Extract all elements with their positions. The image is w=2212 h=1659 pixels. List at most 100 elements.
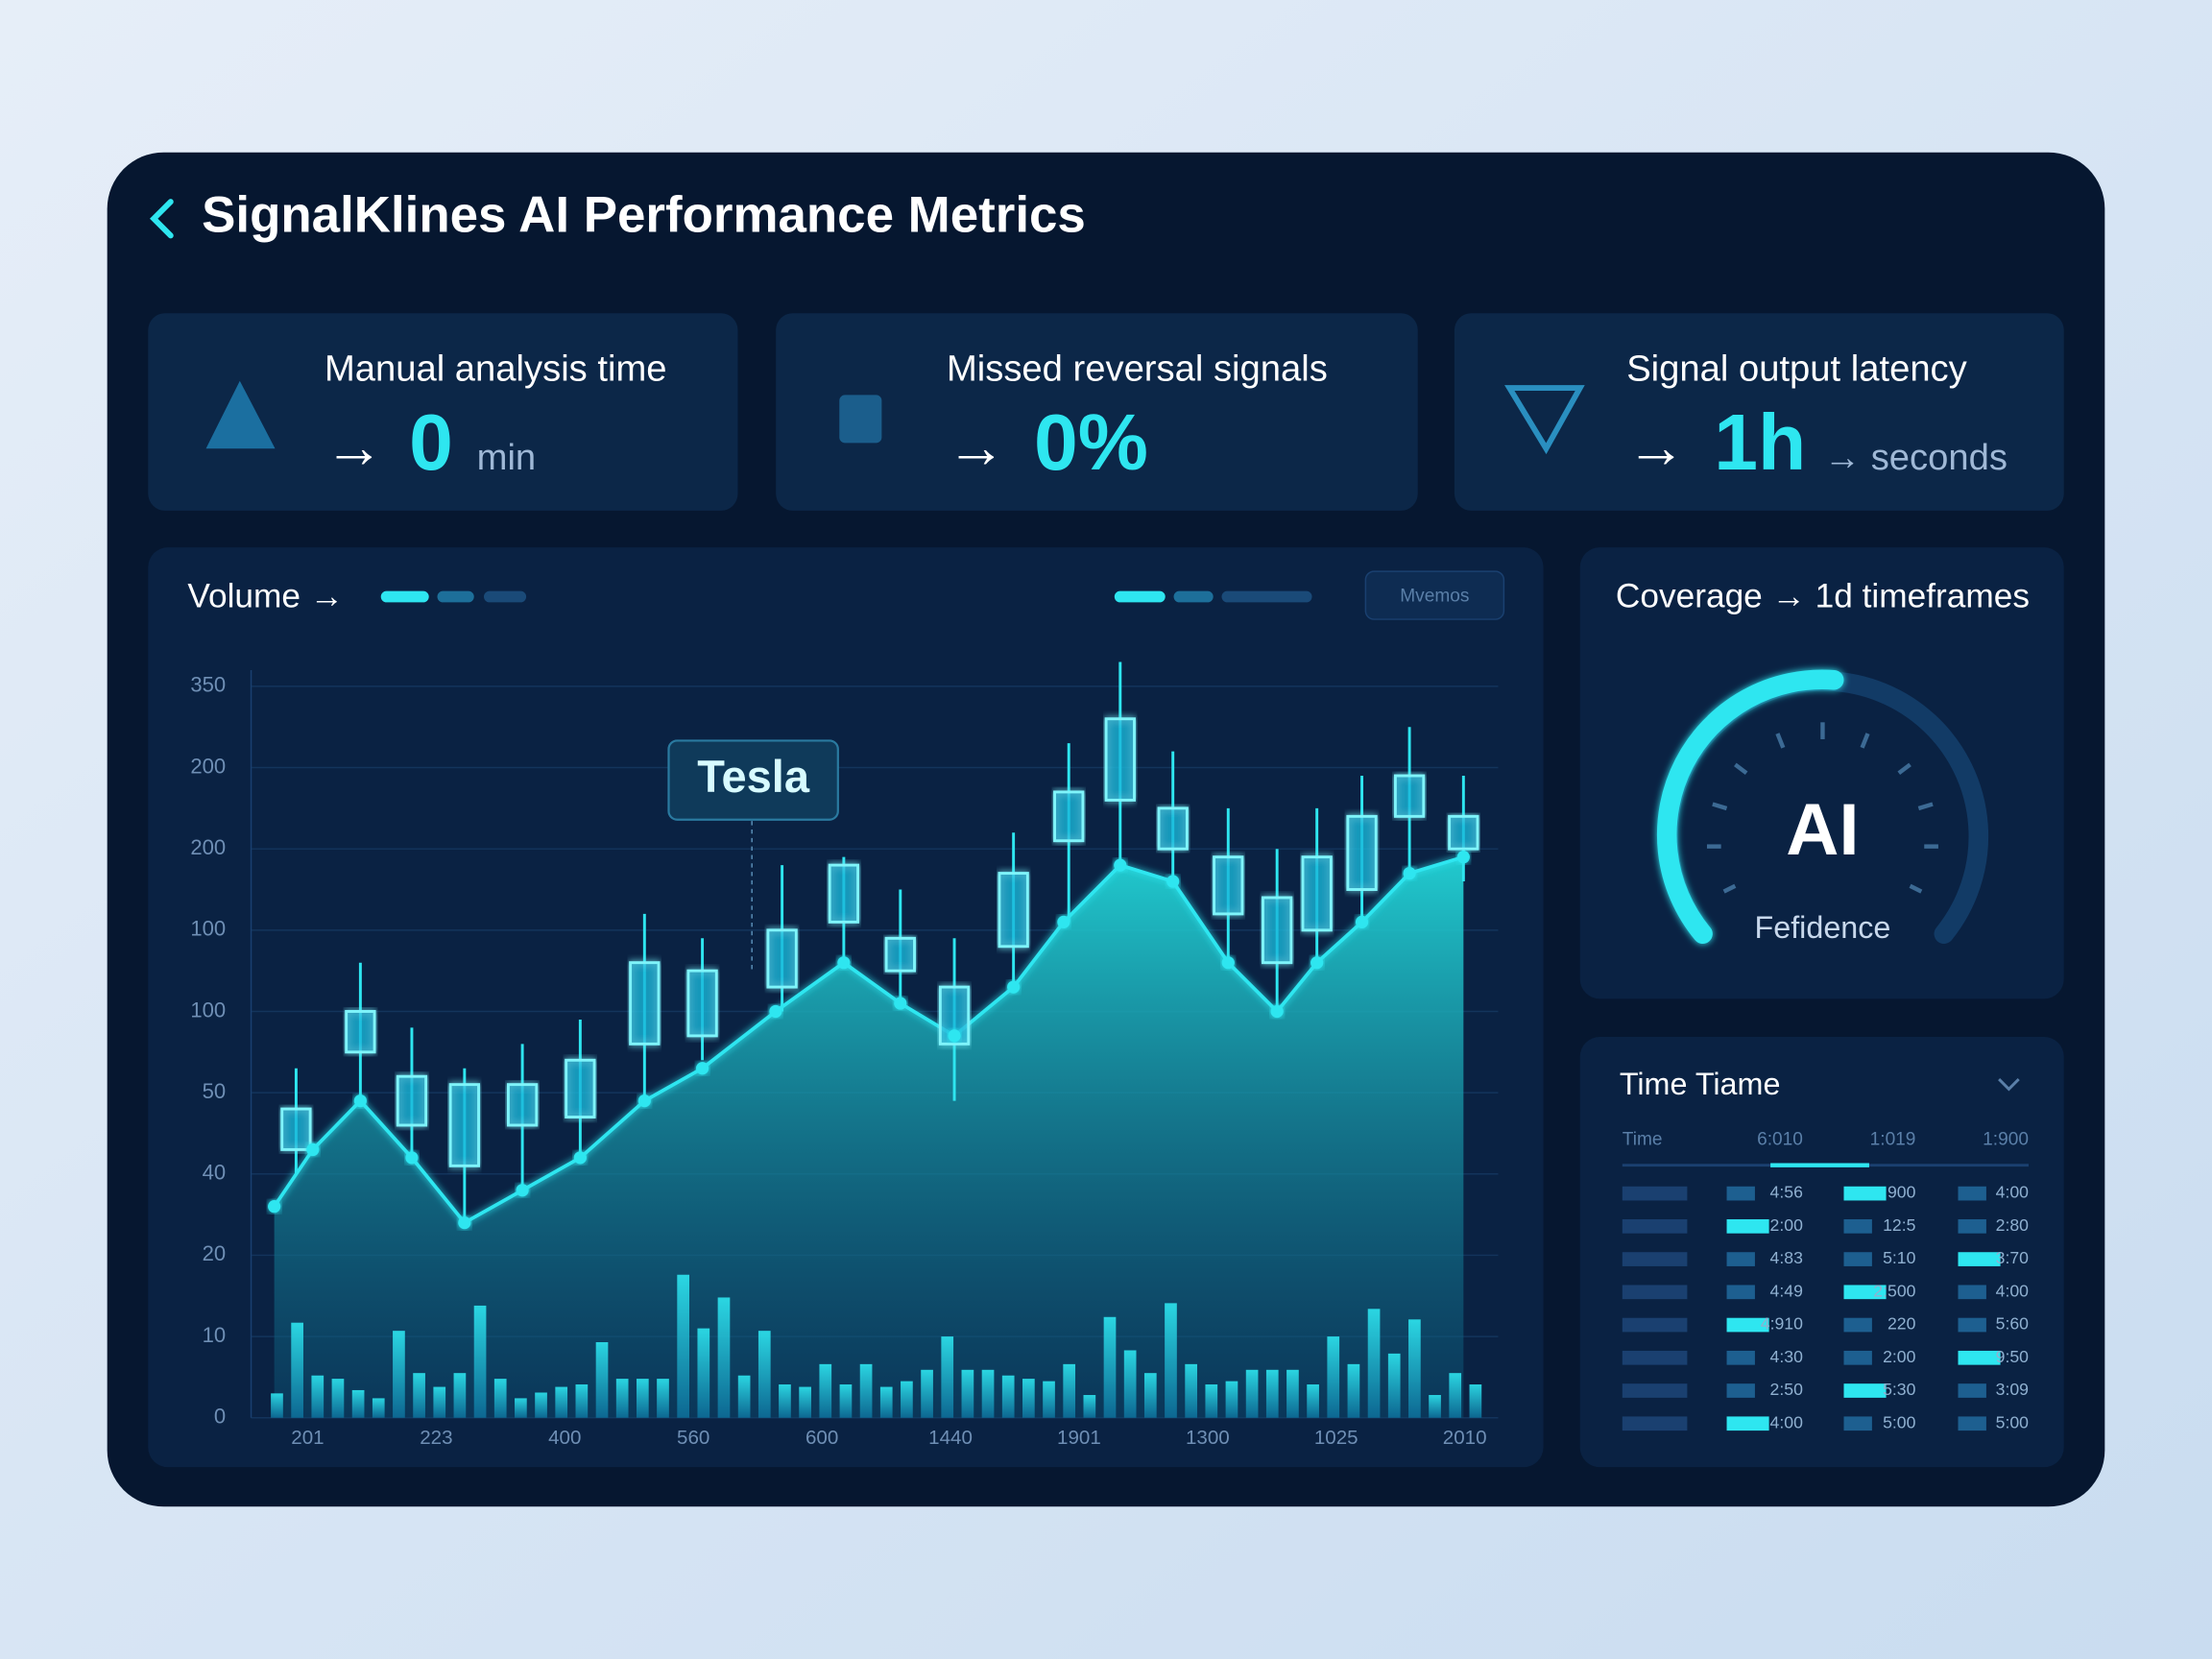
legend-pill [484, 590, 527, 603]
kpi-label: Signal output latency [1626, 349, 1967, 390]
y-tick-label: 40 [203, 1161, 227, 1185]
candle-body [1393, 774, 1426, 818]
volume-bar [1143, 1373, 1157, 1418]
candle-body [884, 936, 916, 973]
table-bar [1726, 1285, 1755, 1300]
kpi-value: 0% [1034, 399, 1148, 487]
kpi-arrow: → [947, 415, 1006, 481]
x-tick-label: 201 [291, 1427, 324, 1449]
y-tick-label: 200 [190, 754, 226, 778]
table-cell: 4:910 [1761, 1314, 1803, 1334]
line-point [516, 1184, 529, 1197]
volume-bar [981, 1369, 995, 1418]
volume-bar [1307, 1384, 1319, 1418]
volume-bar [271, 1393, 283, 1418]
table-bar [1622, 1383, 1688, 1398]
volume-bar [351, 1389, 365, 1418]
table-cell: 220 [1887, 1314, 1916, 1334]
table-bar [1958, 1383, 1986, 1398]
y-tick-label: 350 [190, 673, 226, 697]
volume-bar [515, 1398, 527, 1418]
line-point [458, 1215, 471, 1230]
volume-bar [799, 1386, 811, 1418]
table-bar [1843, 1317, 1872, 1333]
volume-bar [901, 1381, 913, 1418]
volume-bar [677, 1274, 690, 1418]
x-tick-label: 1901 [1057, 1427, 1101, 1449]
volume-bar [1001, 1375, 1015, 1418]
back-button[interactable] [150, 199, 174, 239]
icon [205, 380, 276, 449]
table-bar [1843, 1252, 1872, 1266]
table-dropdown[interactable] [1998, 1078, 2020, 1092]
area [274, 856, 1464, 1418]
table-cell: 5:10 [1883, 1248, 1916, 1267]
table-bar [1622, 1218, 1688, 1234]
gauge-title: Coverage → 1d timeframes [1616, 577, 2030, 614]
table-cell: 4:00 [1996, 1183, 2030, 1202]
x-tick-label: 560 [677, 1427, 709, 1449]
x-tick-label: 223 [420, 1427, 452, 1449]
legend-pill [1221, 590, 1312, 603]
volume-bar [636, 1379, 649, 1418]
line-point [1057, 915, 1070, 928]
volume-bar [961, 1369, 974, 1418]
line-point [769, 1004, 782, 1019]
candle-body [1261, 896, 1293, 965]
volume-bar [1205, 1384, 1218, 1418]
volume-bar [615, 1379, 629, 1418]
volume-bar [1469, 1384, 1482, 1418]
line-point [1221, 956, 1235, 970]
volume-bar [1387, 1353, 1401, 1418]
table-cell: 900 [1887, 1183, 1916, 1202]
volume-bar [1449, 1373, 1462, 1418]
x-tick-label: 400 [548, 1427, 581, 1449]
volume-bar [1043, 1381, 1055, 1418]
y-tick-label: 100 [190, 998, 226, 1022]
gauge-arc [1656, 669, 1844, 945]
kpi-label: Missed reversal signals [947, 349, 1328, 390]
volume-bar [879, 1386, 893, 1418]
volume-bar [1347, 1363, 1360, 1418]
y-tick-label: 100 [190, 917, 226, 941]
volume-bar [737, 1375, 751, 1418]
table-cell: 5:60 [1996, 1314, 2030, 1334]
volume-bar [941, 1336, 954, 1418]
table-bar [1958, 1317, 1986, 1333]
x-tick-label: 1440 [928, 1427, 973, 1449]
line-point [1166, 875, 1180, 888]
table-bar [1726, 1383, 1755, 1398]
table-bar [1726, 1218, 1769, 1234]
volume-bar [535, 1392, 547, 1418]
table-cell: 2:80 [1996, 1215, 2030, 1235]
volume-bar [921, 1369, 933, 1418]
volume-bar [1103, 1316, 1117, 1418]
table-header: Time [1623, 1129, 1663, 1149]
volume-bar [1286, 1369, 1299, 1418]
volume-bar [473, 1305, 487, 1418]
annotation-box [667, 739, 839, 821]
table-cell: 5:00 [1883, 1412, 1916, 1431]
kpi-arrow: → [1626, 415, 1686, 481]
table-cell: 2:00 [1883, 1347, 1916, 1366]
volume-bar [757, 1331, 771, 1418]
volume-bar [1165, 1303, 1177, 1418]
table-cell: 2:50 [1770, 1380, 1804, 1399]
table-bar [1958, 1186, 1986, 1201]
volume-bar [493, 1379, 507, 1418]
candle-body [1157, 806, 1189, 851]
table-title: Time Tiame [1620, 1067, 1781, 1101]
table-bar [1622, 1285, 1688, 1300]
table-bar [1843, 1350, 1872, 1365]
line-point [1456, 851, 1470, 864]
chart-button[interactable] [1364, 570, 1505, 620]
title: SignalKlines AI Performance Metrics [202, 187, 1086, 244]
table-bar [1622, 1317, 1688, 1333]
line-point [268, 1200, 281, 1214]
gauge-panel [1579, 547, 2064, 999]
table-bar [1843, 1416, 1872, 1431]
volume-bar [839, 1384, 853, 1418]
volume-bar [595, 1342, 609, 1418]
